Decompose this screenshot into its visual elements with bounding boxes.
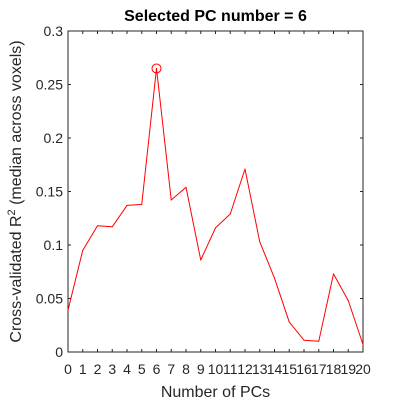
chart-title: Selected PC number = 6	[124, 8, 307, 25]
x-tick-label: 18	[326, 361, 342, 377]
x-axis-title: Number of PCs	[161, 384, 270, 401]
data-point	[303, 339, 305, 341]
x-tick-label: 15	[281, 361, 297, 377]
y-tick-label: 0.05	[36, 291, 63, 307]
x-tick-label: 12	[237, 361, 253, 377]
data-point	[111, 226, 113, 228]
x-tick-label: 6	[153, 361, 161, 377]
x-tick-label: 3	[108, 361, 116, 377]
data-point	[156, 67, 157, 69]
y-axis-title-main: Cross-validated R	[8, 215, 25, 342]
y-axis-title-superscript: 2	[6, 209, 18, 215]
x-tick-label: 7	[167, 361, 175, 377]
x-tick-label: 5	[138, 361, 146, 377]
data-point	[362, 344, 364, 346]
y-tick-label: 0.3	[44, 23, 64, 39]
data-point	[259, 241, 261, 243]
data-point	[215, 227, 216, 229]
data-point	[274, 277, 275, 279]
data-point	[347, 300, 349, 302]
data-point	[97, 225, 98, 227]
x-axis-ticks: 0 1 2 3 4 5 6 7 8 9 10 11 12 13 14 15 16 17 18 19 20	[64, 31, 371, 377]
data-point	[82, 249, 84, 251]
x-tick-label: 20	[355, 361, 371, 377]
x-tick-label: 4	[123, 361, 131, 377]
x-tick-label: 2	[94, 361, 102, 377]
data-point	[318, 340, 320, 342]
data-point	[141, 203, 143, 205]
y-tick-label: 0.25	[36, 77, 63, 93]
x-tick-label: 9	[197, 361, 205, 377]
y-tick-label: 0.1	[44, 237, 64, 253]
data-point	[244, 168, 246, 170]
x-tick-label: 13	[252, 361, 268, 377]
y-tick-label: 0.15	[36, 184, 63, 200]
x-tick-label: 19	[340, 361, 356, 377]
plot-area	[67, 30, 364, 353]
data-point	[333, 273, 334, 275]
data-point	[288, 321, 290, 323]
y-tick-label: 0	[55, 344, 63, 360]
data-point	[126, 204, 128, 206]
selected-pc-marker	[151, 63, 162, 74]
x-tick-label: 11	[223, 361, 238, 377]
x-tick-label: 1	[79, 361, 87, 377]
x-tick-label: 0	[64, 361, 72, 377]
data-point	[67, 309, 69, 311]
y-tick-label: 0.2	[44, 130, 64, 146]
data-point	[185, 186, 187, 188]
data-point	[229, 213, 231, 215]
x-tick-label: 14	[267, 361, 283, 377]
y-axis-title: Cross-validated R2 (median across voxels…	[6, 40, 25, 342]
data-point	[170, 199, 172, 201]
x-tick-label: 10	[208, 361, 224, 377]
data-point	[200, 259, 202, 261]
series-layer	[67, 63, 364, 346]
x-tick-label: 8	[182, 361, 190, 377]
x-tick-label: 16	[296, 361, 312, 377]
y-axis-title-tail: (median across voxels)	[8, 40, 25, 209]
x-tick-label: 17	[311, 361, 327, 377]
y-axis-ticks: 0 0.05 0.1 0.15 0.2 0.25 0.3	[36, 23, 363, 360]
